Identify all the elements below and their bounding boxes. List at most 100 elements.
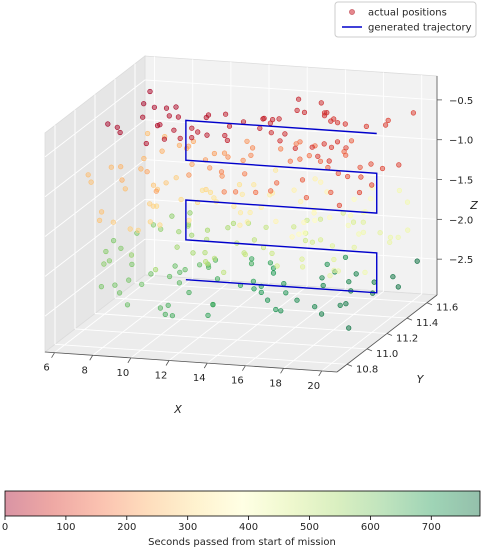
actual-position-point-0-37 <box>282 131 288 137</box>
x-tick-mark-14 <box>203 362 208 369</box>
actual-position-point-1-8 <box>335 170 341 176</box>
actual-position-point-3-31 <box>251 237 257 243</box>
y-tick-mark-11.2 <box>386 333 393 336</box>
actual-position-point-0-16 <box>161 136 167 142</box>
actual-position-point-1-35 <box>225 154 231 160</box>
actual-position-point-3-55 <box>103 248 109 255</box>
actual-position-point-0-49 <box>342 121 348 127</box>
actual-position-point-2-21 <box>186 217 192 223</box>
actual-position-point-4-14 <box>157 305 163 311</box>
actual-position-point-1-40 <box>221 150 228 156</box>
actual-position-point-3-41 <box>204 227 211 233</box>
actual-position-point-4-48 <box>346 279 352 285</box>
y-tick-label-11: 11.0 <box>376 349 398 360</box>
actual-position-point-0-35 <box>267 120 274 126</box>
actual-position-point-3-0 <box>362 269 368 276</box>
y-axis-label: Y <box>417 373 425 386</box>
actual-position-point-2-37 <box>298 198 304 205</box>
z-axis-label: Z <box>469 199 478 212</box>
actual-position-point-4-40 <box>324 261 330 267</box>
actual-position-point-1-7 <box>345 173 351 180</box>
actual-position-point-4-11 <box>197 262 203 268</box>
actual-position-point-0-34 <box>294 107 300 113</box>
actual-position-point-4-5 <box>148 271 154 277</box>
y-tick-label-11.2: 11.2 <box>396 334 418 345</box>
x-tick-label-20: 20 <box>307 381 320 392</box>
grid-z-side--0.5 <box>44 79 146 158</box>
actual-position-point-2-56 <box>356 231 362 237</box>
x-tick-mark-6 <box>51 352 55 358</box>
actual-position-point-0-39 <box>318 100 324 106</box>
actual-position-point-1-5 <box>358 174 364 180</box>
actual-position-point-0-18 <box>189 125 195 131</box>
legend-frame <box>334 1 477 38</box>
x-tick-label-12: 12 <box>155 370 168 381</box>
x-tick-mark-8 <box>89 355 94 361</box>
actual-position-point-3-53 <box>101 261 107 267</box>
actual-position-point-2-24 <box>231 203 237 209</box>
actual-position-point-2-0 <box>122 186 128 192</box>
colorbar-tick-label-400: 400 <box>239 522 258 533</box>
actual-position-point-4-0 <box>129 261 135 268</box>
actual-position-point-2-48 <box>301 230 308 236</box>
actual-position-point-4-19 <box>162 311 168 318</box>
actual-position-point-2-14 <box>154 203 160 209</box>
actual-position-point-2-25 <box>251 182 257 188</box>
actual-position-point-4-10 <box>182 267 188 273</box>
x-tick-label-6: 6 <box>43 363 49 374</box>
colorbar-tick-label-100: 100 <box>56 522 75 533</box>
z-tick-label--0.5: −0.5 <box>449 96 473 107</box>
x-axis-line <box>44 351 338 373</box>
actual-position-point-0-57 <box>343 145 349 151</box>
actual-position-point-3-9 <box>351 244 357 250</box>
x-tick-mark-12 <box>165 360 170 366</box>
actual-position-point-2-29 <box>237 222 243 228</box>
actual-position-point-4-7 <box>124 302 131 308</box>
actual-position-point-4-27 <box>205 312 211 319</box>
actual-position-point-1-43 <box>153 188 159 194</box>
actual-position-point-2-55 <box>345 222 351 228</box>
actual-position-point-2-33 <box>244 219 250 225</box>
x-tick-mark-20 <box>318 370 323 377</box>
x-axis-label: X <box>173 403 182 416</box>
actual-position-point-0-44 <box>292 145 298 151</box>
actual-position-point-2-57 <box>396 187 403 194</box>
actual-position-point-1-4 <box>336 202 343 208</box>
colorbar-gradient <box>4 490 481 517</box>
colorbar-tick-label-200: 200 <box>117 522 136 533</box>
actual-position-point-1-28 <box>242 171 248 177</box>
actual-position-point-1-37 <box>244 138 250 144</box>
actual-position-point-2-7 <box>173 175 179 181</box>
actual-position-point-0-0 <box>105 121 111 127</box>
x-tick-label-16: 16 <box>231 376 244 387</box>
actual-position-point-2-1 <box>98 209 105 215</box>
y-tick-mark-11.4 <box>406 317 413 321</box>
actual-position-point-3-8 <box>331 267 337 273</box>
actual-position-point-2-19 <box>199 187 205 193</box>
actual-position-point-4-46 <box>320 282 326 289</box>
x-tick-mark-10 <box>127 357 132 364</box>
actual-position-point-3-47 <box>176 229 182 235</box>
actual-position-point-4-51 <box>319 311 325 317</box>
actual-position-point-3-39 <box>230 220 236 226</box>
actual-position-point-4-38 <box>273 306 279 313</box>
actual-position-point-2-38 <box>273 218 279 224</box>
colorbar-tick-label-500: 500 <box>300 522 319 533</box>
actual-position-point-4-28 <box>267 260 274 266</box>
actual-position-point-1-14 <box>348 138 355 144</box>
actual-position-point-4-34 <box>270 270 277 276</box>
actual-position-point-3-51 <box>158 226 164 232</box>
actual-position-point-3-22 <box>302 237 309 244</box>
actual-position-point-2-6 <box>110 219 116 225</box>
actual-position-point-2-2 <box>96 217 103 223</box>
actual-position-point-0-8 <box>140 114 146 120</box>
actual-position-point-1-1 <box>369 182 375 188</box>
actual-position-point-0-43 <box>321 110 328 116</box>
actual-position-point-0-48 <box>331 116 337 122</box>
actual-position-point-2-3 <box>150 182 157 188</box>
colorbar: 0 100 200 300 400 500 600 700 Seconds passed fr… <box>2 490 481 548</box>
actual-position-point-2-32 <box>247 209 253 216</box>
actual-position-point-1-45 <box>144 169 150 175</box>
actual-position-point-2-28 <box>237 210 244 216</box>
actual-position-point-3-45 <box>189 232 195 238</box>
